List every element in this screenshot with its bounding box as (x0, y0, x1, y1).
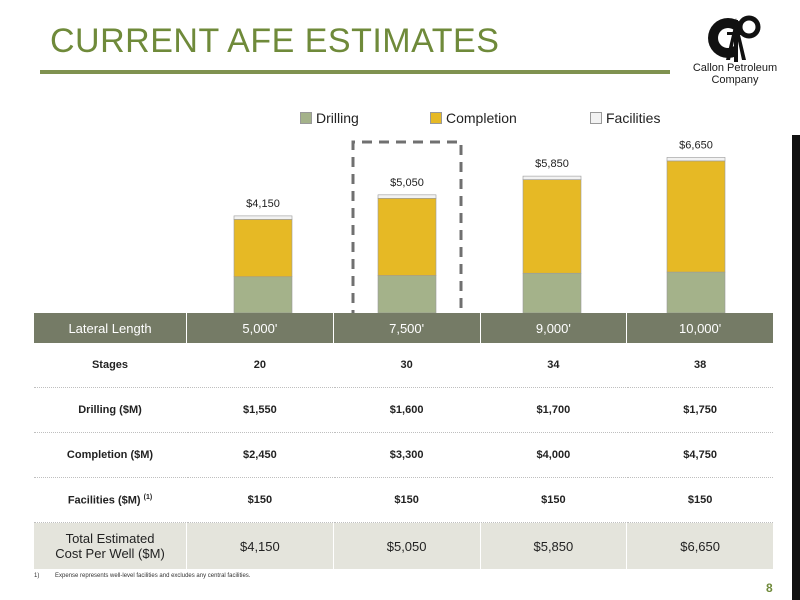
table-row: Stages 20 30 34 38 (34, 343, 774, 388)
total-cell: $6,650 (626, 522, 774, 569)
afe-table: Lateral Length 5,000' 7,500' 9,000' 10,0… (34, 313, 774, 569)
table-header-cell: 5,000' (186, 313, 334, 343)
table-total-row: Total Estimated Cost Per Well ($M) $4,15… (34, 522, 774, 569)
table-cell: 30 (333, 343, 481, 388)
company-name-line1: Callon Petroleum (692, 62, 778, 74)
table-row: Facilities ($M) (1) $150 $150 $150 $150 (34, 477, 774, 523)
row-label-text: Facilities ($M) (67, 494, 141, 507)
footnote: 1) Expense represents well-level facilit… (34, 573, 250, 579)
table-cell: 20 (186, 343, 334, 388)
row-label: Drilling ($M) (34, 387, 187, 433)
bar-facilities (377, 194, 437, 199)
bar-total-label: $5,850 (535, 158, 569, 170)
footnote-marker: (1) (143, 493, 153, 501)
legend-item-facilities: Facilities (590, 110, 660, 126)
page-title: CURRENT AFE ESTIMATES (50, 22, 500, 60)
table-header-row: Lateral Length 5,000' 7,500' 9,000' 10,0… (34, 313, 774, 343)
row-label: Facilities ($M) (1) (34, 477, 187, 523)
total-cell: $5,850 (480, 522, 628, 569)
bar-completion (233, 219, 293, 278)
table-cell: $1,600 (333, 387, 481, 433)
table-cell: 38 (626, 343, 774, 388)
table-row: Drilling ($M) $1,550 $1,600 $1,700 $1,75… (34, 387, 774, 433)
table-cell: 34 (480, 343, 628, 388)
table-header-label: Lateral Length (34, 313, 187, 343)
stacked-bar-chart: $4,150 $5,050 $5,850 $6,650 (233, 139, 726, 320)
highlight-dashed-box (351, 140, 463, 320)
table-cell: $4,000 (480, 432, 628, 478)
table-cell: $3,300 (333, 432, 481, 478)
legend-item-completion: Completion (430, 110, 517, 126)
bar-facilities (666, 157, 726, 162)
row-label: Completion ($M) (34, 432, 187, 478)
bar-drilling (522, 272, 582, 314)
total-row-label: Total Estimated Cost Per Well ($M) (34, 522, 187, 569)
table-cell: $1,550 (186, 387, 334, 433)
footnote-number: 1) (34, 573, 40, 579)
footnote-text: Expense represents well-level facilities… (55, 573, 251, 579)
title-underline (40, 70, 670, 74)
bar-completion (522, 179, 582, 274)
company-name-line2: Company (711, 74, 759, 86)
table-cell: $2,450 (186, 432, 334, 478)
bar-facilities (233, 215, 293, 220)
table-header-cell: 7,500' (333, 313, 481, 343)
bar-drilling (666, 271, 726, 314)
legend-swatch-facilities (590, 112, 602, 124)
company-name: Callon Petroleum Company (676, 62, 794, 86)
legend-label-facilities: Facilities (606, 110, 661, 126)
bar-total-label: $4,150 (246, 198, 280, 210)
bar-drilling (377, 275, 437, 314)
bar-drilling (233, 276, 293, 314)
legend-label-completion: Completion (446, 110, 517, 126)
legend-swatch-completion (430, 112, 442, 124)
side-accent-bar (792, 135, 800, 600)
table-header-cell: 10,000' (626, 313, 774, 343)
legend-label-drilling: Drilling (316, 110, 359, 126)
legend-item-drilling: Drilling (300, 110, 359, 126)
total-label-line1: Total Estimated (65, 531, 155, 546)
logo-monogram-icon (708, 15, 761, 62)
table-cell: $150 (333, 477, 481, 523)
table-cell: $150 (186, 477, 334, 523)
total-cell: $5,050 (333, 522, 481, 569)
bar-facilities (522, 175, 582, 180)
bar-completion (666, 160, 726, 273)
row-label: Stages (34, 343, 187, 388)
bar-total-label: $6,650 (679, 139, 713, 151)
table-cell: $1,750 (626, 387, 774, 433)
table-cell: $4,750 (626, 432, 774, 478)
table-cell: $1,700 (480, 387, 628, 433)
page-number: 8 (766, 581, 773, 595)
bar-completion (377, 198, 437, 276)
legend-swatch-drilling (300, 112, 312, 124)
table-cell: $150 (480, 477, 628, 523)
company-logo (708, 15, 761, 62)
bar-total-label: $5,050 (390, 177, 424, 189)
total-cell: $4,150 (186, 522, 334, 569)
table-header-cell: 9,000' (480, 313, 628, 343)
table-row: Completion ($M) $2,450 $3,300 $4,000 $4,… (34, 432, 774, 478)
table-cell: $150 (626, 477, 774, 523)
total-label-line2: Cost Per Well ($M) (55, 546, 165, 561)
